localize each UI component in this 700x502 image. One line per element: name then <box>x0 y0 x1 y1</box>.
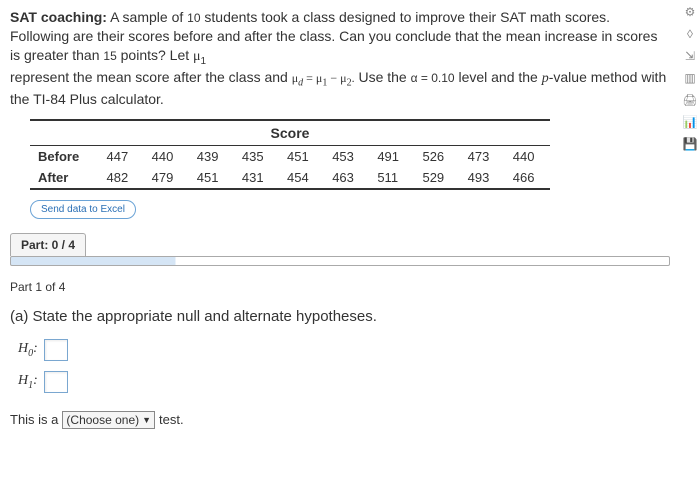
test-type-dropdown[interactable]: (Choose one) ▼ <box>62 411 155 429</box>
part-of-label: Part 1 of 4 <box>10 280 670 294</box>
part-progress-tab[interactable]: Part: 0 / 4 <box>10 233 86 256</box>
save-icon[interactable]: 💾 <box>682 136 698 152</box>
h1-label: H1: <box>18 373 38 391</box>
problem-title: SAT coaching: <box>10 9 107 25</box>
export-icon[interactable]: ⇲ <box>682 48 698 64</box>
h0-input[interactable] <box>44 339 68 361</box>
chart-icon[interactable]: 📊 <box>682 114 698 130</box>
h1-input[interactable] <box>44 371 68 393</box>
send-to-excel-button[interactable]: Send data to Excel <box>30 200 136 219</box>
thisis-suffix: test. <box>159 412 184 427</box>
score-table-section: Score Before 447 440 439 435 451 453 491… <box>30 119 670 190</box>
row-label-after: After <box>30 167 98 189</box>
h0-label: H0: <box>18 341 38 359</box>
problem-statement: SAT coaching: A sample of 10 students to… <box>10 8 670 109</box>
score-table: Before 447 440 439 435 451 453 491 526 4… <box>30 146 550 190</box>
settings-icon[interactable]: ⚙ <box>682 4 698 20</box>
row-label-before: Before <box>30 146 98 167</box>
question-a: (a) State the appropriate null and alter… <box>10 308 670 325</box>
chevron-down-icon: ▼ <box>142 415 151 425</box>
print-icon[interactable]: 🖨 <box>682 92 698 108</box>
window-icon[interactable]: ▥ <box>682 70 698 86</box>
side-toolbar: ⚙ ◊ ⇲ ▥ 🖨 📊 💾 <box>682 4 698 152</box>
part-progress-bar <box>10 256 670 266</box>
thisis-prefix: This is a <box>10 412 58 427</box>
code-icon[interactable]: ◊ <box>682 26 698 42</box>
table-title: Score <box>30 119 550 146</box>
